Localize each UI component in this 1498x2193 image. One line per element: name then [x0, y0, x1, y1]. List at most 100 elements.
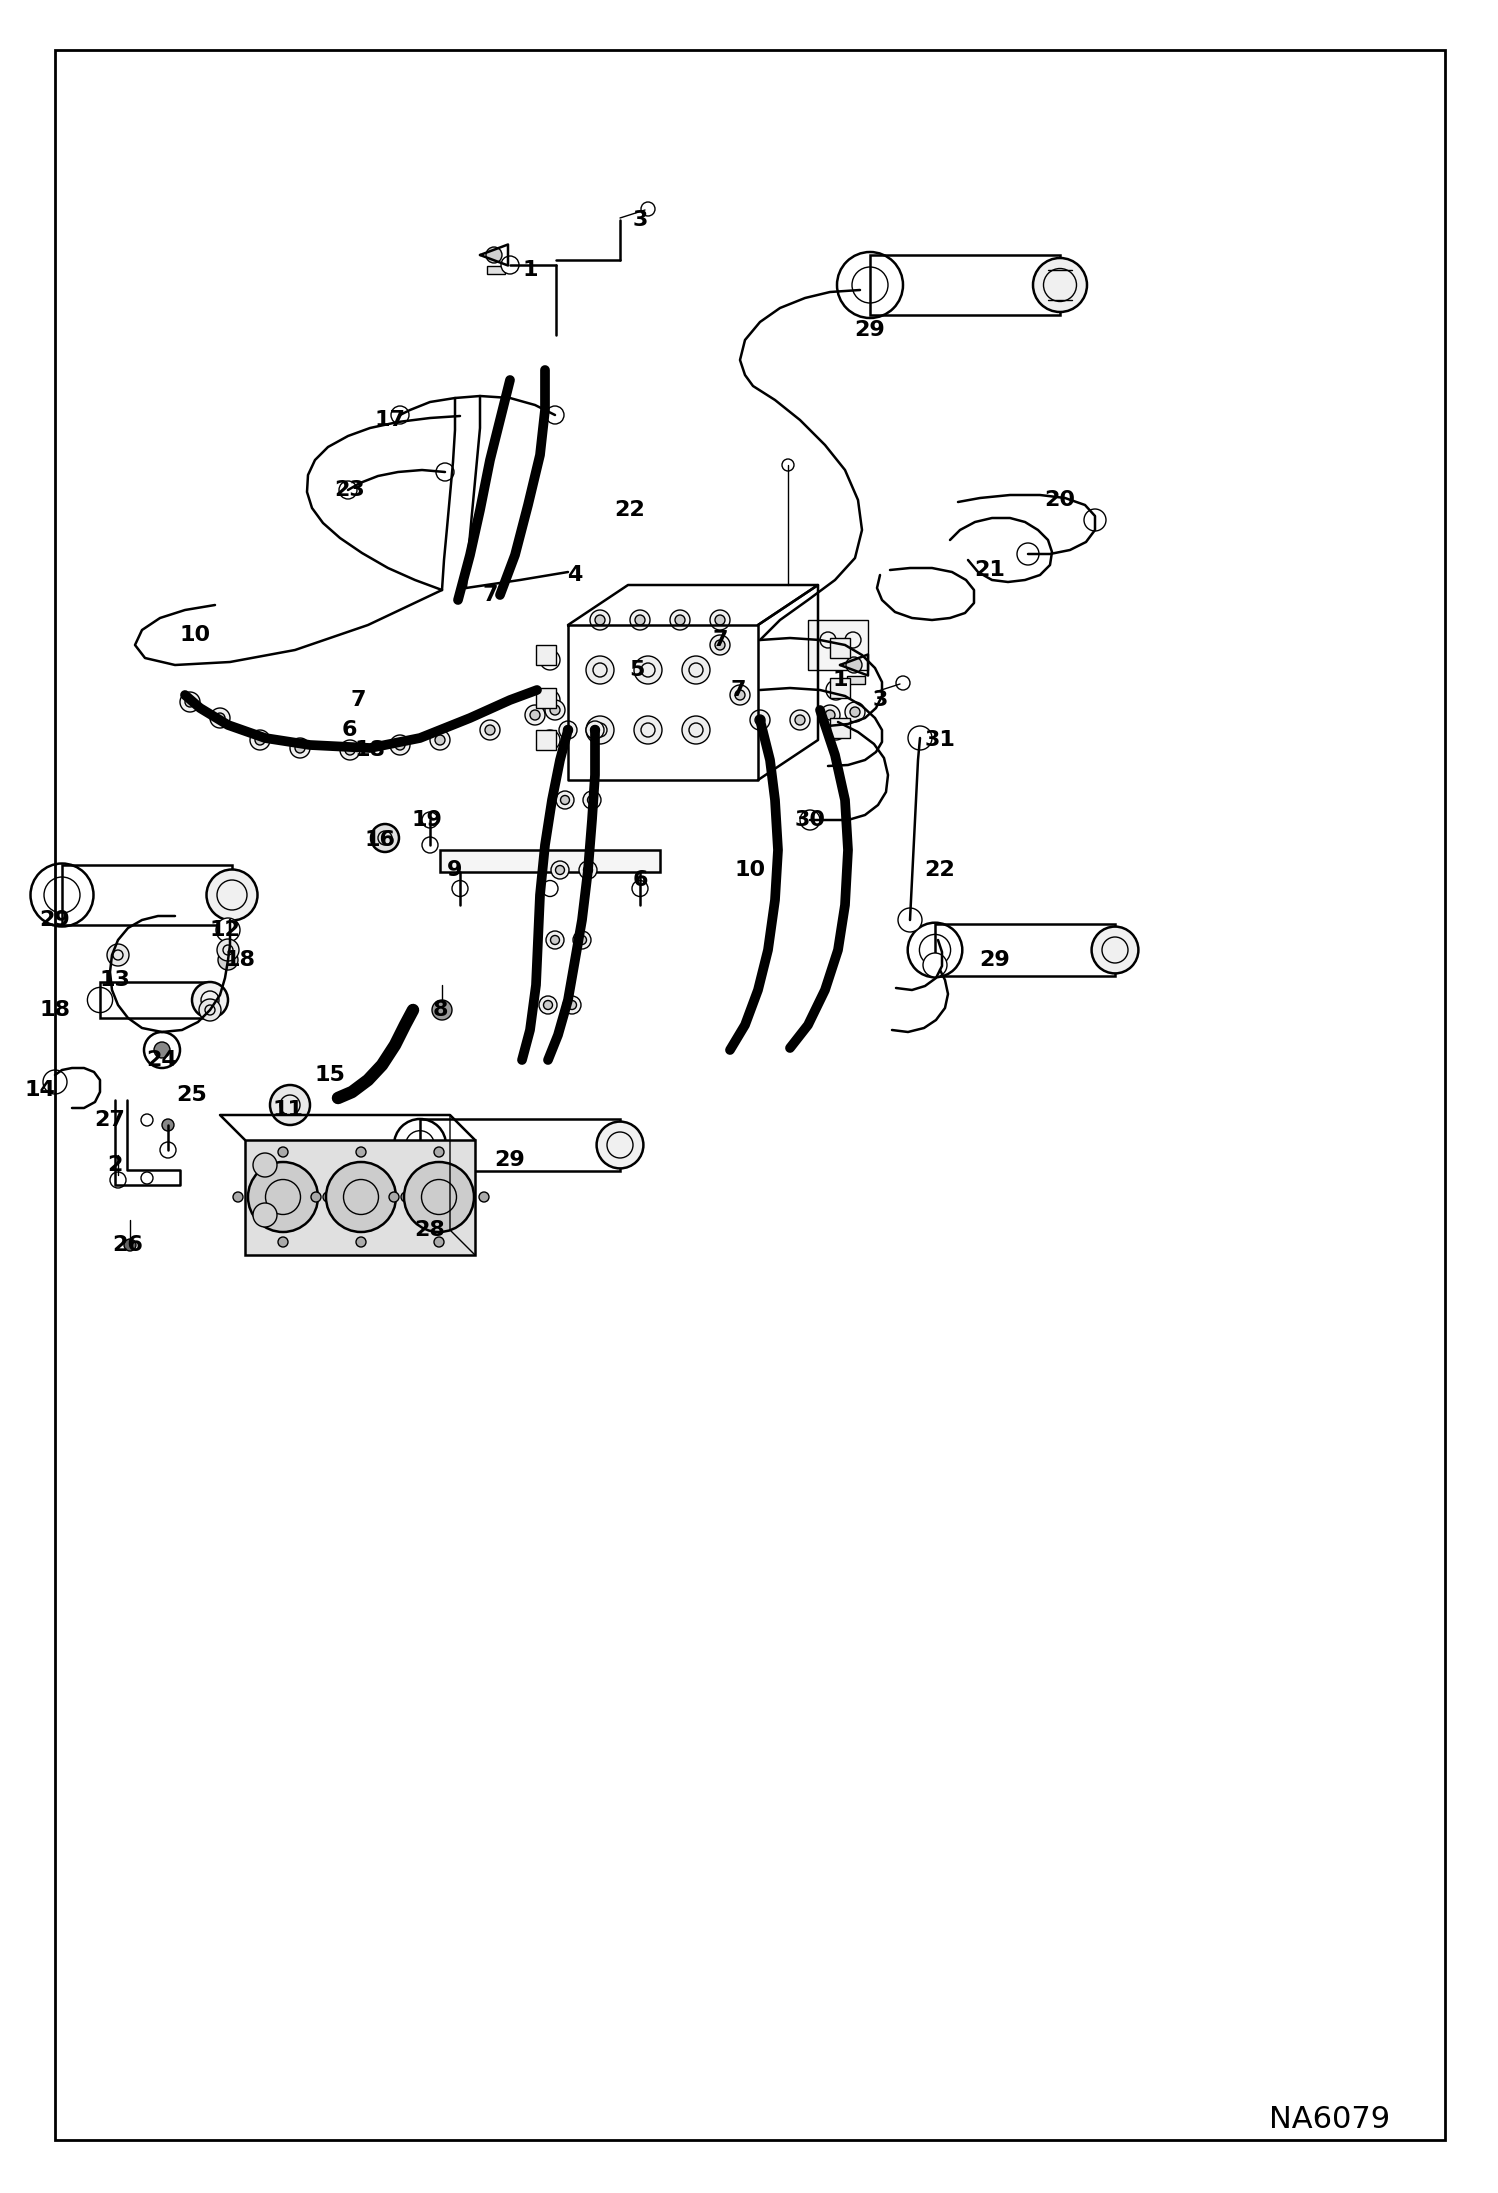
Circle shape — [923, 954, 947, 978]
Circle shape — [1017, 544, 1040, 566]
Circle shape — [789, 711, 810, 730]
Bar — [61, 864, 232, 925]
Bar — [807, 621, 867, 671]
Circle shape — [908, 726, 932, 750]
Circle shape — [395, 739, 404, 750]
Circle shape — [845, 702, 864, 721]
Circle shape — [434, 735, 445, 746]
Text: 1: 1 — [523, 261, 538, 281]
Text: 3: 3 — [872, 691, 888, 711]
Circle shape — [545, 735, 554, 746]
Circle shape — [180, 693, 201, 713]
Circle shape — [207, 868, 258, 921]
Bar — [846, 675, 864, 684]
Circle shape — [154, 1042, 169, 1057]
Circle shape — [404, 1162, 473, 1232]
Circle shape — [545, 656, 554, 664]
Circle shape — [219, 950, 238, 969]
Circle shape — [556, 866, 565, 875]
Circle shape — [715, 640, 725, 649]
Text: 6: 6 — [342, 719, 357, 739]
Bar — [830, 678, 849, 697]
Text: 21: 21 — [975, 559, 1005, 579]
Circle shape — [539, 996, 557, 1013]
Bar — [870, 254, 1061, 316]
Circle shape — [1034, 259, 1088, 311]
Circle shape — [124, 1239, 136, 1250]
Bar — [246, 1140, 475, 1254]
Bar — [830, 638, 849, 658]
Circle shape — [422, 838, 437, 853]
Circle shape — [755, 715, 765, 726]
Circle shape — [795, 715, 804, 726]
Circle shape — [550, 704, 560, 715]
Circle shape — [560, 796, 569, 805]
Circle shape — [250, 730, 270, 750]
Circle shape — [295, 743, 306, 752]
Circle shape — [641, 202, 655, 215]
Circle shape — [524, 704, 545, 726]
Circle shape — [485, 726, 494, 735]
Circle shape — [544, 1000, 553, 1009]
Text: 7: 7 — [482, 586, 497, 605]
Circle shape — [849, 706, 860, 717]
Circle shape — [530, 711, 539, 719]
Circle shape — [249, 1162, 318, 1232]
Circle shape — [545, 932, 565, 950]
Text: 15: 15 — [315, 1066, 346, 1086]
Text: 1: 1 — [833, 671, 848, 691]
Text: 27: 27 — [94, 1110, 126, 1129]
Circle shape — [596, 1121, 644, 1169]
Circle shape — [210, 708, 231, 728]
Circle shape — [710, 636, 730, 656]
Text: 29: 29 — [980, 950, 1010, 969]
Circle shape — [583, 792, 601, 809]
Bar — [440, 851, 661, 873]
Bar — [100, 982, 210, 1018]
Circle shape — [545, 695, 554, 704]
Text: 26: 26 — [112, 1235, 144, 1254]
Circle shape — [340, 739, 360, 761]
Text: 29: 29 — [39, 910, 70, 930]
Circle shape — [192, 982, 228, 1018]
Circle shape — [500, 257, 518, 274]
Circle shape — [106, 943, 129, 965]
Circle shape — [545, 700, 565, 719]
Circle shape — [184, 697, 195, 706]
Circle shape — [559, 721, 577, 739]
Circle shape — [479, 719, 500, 739]
Circle shape — [580, 862, 598, 879]
Bar — [536, 689, 556, 708]
Text: 11: 11 — [273, 1101, 304, 1121]
Circle shape — [279, 1237, 288, 1248]
Circle shape — [819, 704, 840, 726]
Circle shape — [436, 463, 454, 480]
Circle shape — [199, 1000, 222, 1022]
Circle shape — [545, 406, 565, 423]
Text: 29: 29 — [855, 320, 885, 340]
Circle shape — [587, 796, 596, 805]
Text: 23: 23 — [334, 480, 366, 500]
Text: 28: 28 — [415, 1219, 445, 1239]
Text: 25: 25 — [177, 1086, 207, 1105]
Text: 22: 22 — [614, 500, 646, 520]
Bar — [419, 1118, 620, 1171]
Circle shape — [389, 1193, 398, 1202]
Circle shape — [312, 1193, 321, 1202]
Text: 12: 12 — [210, 921, 241, 941]
Circle shape — [216, 713, 225, 724]
Circle shape — [590, 726, 599, 735]
Circle shape — [730, 684, 750, 704]
Circle shape — [635, 614, 646, 625]
Text: 18: 18 — [225, 950, 256, 969]
Circle shape — [255, 735, 265, 746]
Text: 30: 30 — [794, 809, 825, 829]
Text: 3: 3 — [632, 211, 647, 230]
Circle shape — [715, 614, 725, 625]
Text: 6: 6 — [632, 871, 647, 890]
Text: 22: 22 — [924, 860, 956, 879]
Circle shape — [327, 1162, 395, 1232]
Circle shape — [434, 1147, 443, 1158]
Circle shape — [825, 711, 834, 719]
Circle shape — [434, 1237, 443, 1248]
